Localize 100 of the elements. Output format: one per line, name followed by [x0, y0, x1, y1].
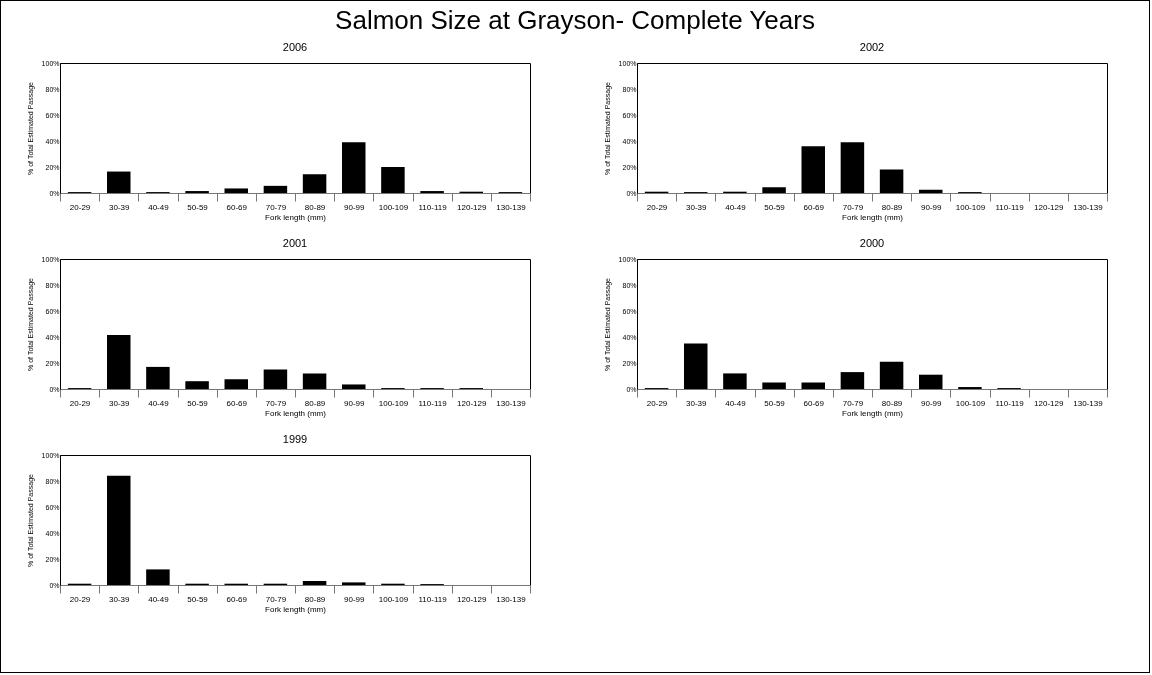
x-tick-label: 20-29 [646, 202, 668, 212]
bar [919, 189, 943, 193]
x-tick-label: 60-69 [226, 398, 248, 408]
x-tick-label: 110-119 [995, 202, 1025, 212]
x-tick-label: 20-29 [646, 398, 668, 408]
x-tick-label: 50-59 [764, 398, 786, 408]
x-tick-label: 130-139 [496, 594, 527, 604]
x-tick-label: 50-59 [187, 202, 209, 212]
x-tick-label: 30-39 [686, 202, 708, 212]
x-tick-label: 80-89 [881, 398, 903, 408]
x-tick-label: 120-129 [457, 202, 487, 212]
x-tick-label: 120-129 [457, 398, 487, 408]
x-tick-label: 20-29 [69, 202, 91, 212]
x-axis-title: Fork length (mm) [842, 212, 904, 222]
x-tick-label: 40-49 [148, 398, 170, 408]
x-tick-label: 60-69 [803, 398, 825, 408]
x-tick-label: 60-69 [226, 202, 248, 212]
x-tick-label: 110-119 [418, 398, 448, 408]
x-tick-label: 100-109 [955, 398, 986, 408]
bar [762, 187, 786, 193]
x-tick-label: 100-109 [378, 202, 409, 212]
x-tick-label: 40-49 [725, 202, 747, 212]
x-tick-label: 80-89 [304, 398, 326, 408]
bar [224, 379, 248, 389]
bar [107, 171, 131, 193]
x-tick-label: 80-89 [304, 202, 326, 212]
bar [263, 369, 288, 389]
bar [801, 146, 825, 193]
x-tick-label: 130-139 [496, 398, 527, 408]
bar [302, 581, 327, 585]
x-tick-label: 30-39 [109, 398, 131, 408]
x-tick-label: 70-79 [265, 202, 287, 212]
x-tick-label: 60-69 [226, 594, 248, 604]
bar [185, 381, 209, 389]
bar [342, 384, 366, 389]
bar [146, 569, 170, 585]
bar [840, 372, 865, 389]
chart-title: 2001 [282, 237, 308, 249]
x-tick-label: 110-119 [418, 594, 448, 604]
x-tick-label: 70-79 [842, 202, 864, 212]
bar [381, 167, 405, 193]
x-tick-label: 120-129 [457, 594, 487, 604]
x-tick-label: 50-59 [764, 202, 786, 212]
x-tick-label: 70-79 [265, 594, 287, 604]
x-tick-label: 40-49 [148, 202, 170, 212]
x-axis-title: Fork length (mm) [265, 408, 327, 418]
bar [224, 188, 248, 193]
x-axis-title: Fork length (mm) [265, 604, 327, 614]
x-tick-label: 80-89 [304, 594, 326, 604]
x-tick-label: 20-29 [69, 594, 91, 604]
x-tick-label: 130-139 [496, 202, 527, 212]
x-tick-label: 70-79 [842, 398, 864, 408]
chart-title: 2002 [859, 41, 885, 53]
x-tick-label: 90-99 [344, 202, 366, 212]
x-tick-label: 30-39 [109, 594, 131, 604]
x-tick-label: 120-129 [1034, 202, 1064, 212]
x-tick-label: 100-109 [378, 398, 409, 408]
bar [302, 174, 327, 193]
x-tick-label: 90-99 [921, 202, 943, 212]
x-tick-label: 120-129 [1034, 398, 1064, 408]
x-tick-label: 40-49 [725, 398, 747, 408]
x-axis-title: Fork length (mm) [842, 408, 904, 418]
bar [723, 373, 747, 389]
x-tick-label: 130-139 [1073, 398, 1104, 408]
x-tick-label: 90-99 [344, 594, 366, 604]
x-tick-label: 40-49 [148, 594, 170, 604]
x-tick-label: 20-29 [69, 398, 91, 408]
x-tick-label: 90-99 [344, 398, 366, 408]
bar [342, 142, 366, 193]
bar [107, 335, 131, 389]
bar [107, 475, 131, 585]
x-tick-label: 110-119 [995, 398, 1025, 408]
x-tick-label: 50-59 [187, 398, 209, 408]
bar [302, 373, 327, 389]
x-tick-label: 90-99 [921, 398, 943, 408]
bar [263, 185, 288, 193]
bar [879, 169, 904, 193]
bar [879, 361, 904, 389]
chart-title: 1999 [282, 433, 308, 445]
x-tick-label: 30-39 [686, 398, 708, 408]
x-tick-label: 30-39 [109, 202, 131, 212]
chart-title: Salmon Size at Grayson- Complete Years [334, 5, 816, 35]
bar [919, 374, 943, 389]
x-tick-label: 70-79 [265, 398, 287, 408]
x-tick-label: 60-69 [803, 202, 825, 212]
bar [684, 343, 708, 389]
x-tick-label: 100-109 [378, 594, 409, 604]
bar [801, 382, 825, 389]
bar [762, 382, 786, 389]
x-tick-label: 100-109 [955, 202, 986, 212]
x-tick-label: 130-139 [1073, 202, 1104, 212]
chart-title: 2000 [859, 237, 885, 249]
x-tick-label: 110-119 [418, 202, 448, 212]
chart-subtitle: 2006 [282, 41, 308, 53]
bar [342, 582, 366, 585]
x-tick-label: 50-59 [187, 594, 209, 604]
x-tick-label: 80-89 [881, 202, 903, 212]
bar [146, 366, 170, 389]
bar [840, 142, 865, 193]
x-axis-title: Fork length (mm) [265, 212, 327, 222]
